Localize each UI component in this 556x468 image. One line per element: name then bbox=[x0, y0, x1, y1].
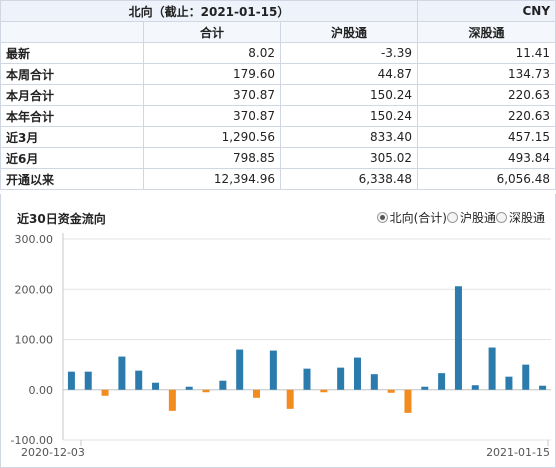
bar bbox=[152, 382, 160, 390]
row-value: 457.15 bbox=[417, 126, 556, 148]
bar bbox=[387, 389, 395, 393]
row-value: 134.73 bbox=[417, 63, 556, 85]
row-label: 本周合计 bbox=[0, 63, 144, 85]
row-value: 44.87 bbox=[279, 63, 419, 85]
bar bbox=[522, 364, 530, 390]
x-end-label: 2021-01-15 bbox=[486, 446, 550, 459]
column-header-shenzhen: 深股通 bbox=[417, 21, 556, 43]
chart-legend: 北向(合计) 沪股通 深股通 bbox=[376, 209, 545, 226]
bar bbox=[370, 374, 378, 390]
row-value: 1,290.56 bbox=[143, 126, 281, 148]
bar bbox=[67, 371, 75, 390]
bar bbox=[101, 389, 109, 396]
summary-row: 近3月 1,290.56 833.40 457.15 bbox=[0, 126, 556, 148]
summary-row: 本月合计 370.87 150.24 220.63 bbox=[0, 84, 556, 106]
row-label: 最新 bbox=[0, 42, 144, 64]
bar bbox=[404, 389, 412, 413]
row-value: 150.24 bbox=[279, 105, 419, 127]
row-value: 12,394.96 bbox=[143, 168, 281, 190]
summary-caption: 北向（截止：2021-01-15） bbox=[0, 0, 419, 22]
y-tick-label: 200.00 bbox=[15, 283, 54, 296]
row-value: 370.87 bbox=[143, 84, 281, 106]
row-value: 833.40 bbox=[279, 126, 419, 148]
summary-row: 最新 8.02 -3.39 11.41 bbox=[0, 42, 556, 64]
bar bbox=[471, 385, 479, 390]
column-header-shanghai: 沪股通 bbox=[279, 21, 419, 43]
row-value: 370.87 bbox=[143, 105, 281, 127]
summary-table: 北向（截止：2021-01-15） CNY 合计 沪股通 深股通 最新 8.02-… bbox=[0, 0, 556, 190]
row-value: 179.60 bbox=[143, 63, 281, 85]
bar bbox=[337, 367, 345, 390]
bar bbox=[320, 389, 328, 393]
row-label: 近6月 bbox=[0, 147, 144, 169]
legend-label: 沪股通 bbox=[459, 211, 496, 225]
bar bbox=[488, 347, 496, 390]
legend-label: 深股通 bbox=[508, 211, 545, 225]
bar bbox=[353, 357, 361, 390]
chart-title: 近30日资金流向 bbox=[17, 212, 106, 226]
row-value: 8.02 bbox=[143, 42, 281, 64]
row-value: 305.02 bbox=[279, 147, 419, 169]
bar bbox=[202, 389, 210, 393]
summary-row: 本周合计 179.60 44.87 134.73 bbox=[0, 63, 556, 85]
row-value: 6,056.48 bbox=[417, 168, 556, 190]
column-header-row: 合计 沪股通 深股通 bbox=[0, 21, 556, 43]
currency-unit: CNY bbox=[417, 0, 556, 22]
bar bbox=[421, 386, 429, 390]
summary-row: 开通以来 12,394.96 6,338.48 6,056.48 bbox=[0, 168, 556, 190]
y-tick-label: 100.00 bbox=[15, 334, 54, 347]
legend-option-shanghai[interactable]: 沪股通 bbox=[446, 209, 496, 226]
y-tick-label: 0.00 bbox=[29, 384, 54, 397]
y-tick-label: -100.00 bbox=[11, 434, 53, 447]
legend-option-total[interactable]: 北向(合计) bbox=[376, 209, 447, 226]
bar bbox=[253, 389, 261, 398]
radio-icon[interactable] bbox=[495, 212, 507, 223]
bar bbox=[185, 386, 193, 390]
summary-row: 近6月 798.85 305.02 493.84 bbox=[0, 147, 556, 169]
bar bbox=[269, 350, 277, 390]
row-value: 798.85 bbox=[143, 147, 281, 169]
bar bbox=[539, 385, 547, 390]
bar bbox=[438, 373, 446, 390]
row-value: 493.84 bbox=[417, 147, 556, 169]
row-label: 本年合计 bbox=[0, 105, 144, 127]
row-label: 开通以来 bbox=[0, 168, 144, 190]
legend-label: 北向(合计) bbox=[389, 211, 447, 225]
bar bbox=[505, 376, 513, 390]
bar bbox=[219, 380, 227, 390]
row-value: 220.63 bbox=[417, 105, 556, 127]
bar bbox=[236, 349, 244, 390]
row-value: 11.41 bbox=[417, 42, 556, 64]
radio-icon-checked[interactable] bbox=[376, 212, 388, 223]
bar bbox=[118, 356, 126, 390]
chart-panel: 近30日资金流向 北向(合计) 沪股通 深股通 300.00 200.00 100.… bbox=[0, 194, 556, 468]
row-label: 近3月 bbox=[0, 126, 144, 148]
bar bbox=[454, 286, 462, 390]
row-value: 150.24 bbox=[279, 84, 419, 106]
summary-panel: 北向（截止：2021-01-15） CNY 合计 沪股通 深股通 最新 8.02-… bbox=[0, 0, 556, 190]
summary-row: 本年合计 370.87 150.24 220.63 bbox=[0, 105, 556, 127]
bar bbox=[135, 370, 143, 390]
row-value: 6,338.48 bbox=[279, 168, 419, 190]
bar bbox=[84, 371, 92, 390]
bar bbox=[286, 389, 294, 409]
row-value: -3.39 bbox=[279, 42, 419, 64]
column-header-blank bbox=[0, 21, 144, 43]
bar bbox=[168, 389, 176, 411]
row-value: 220.63 bbox=[417, 84, 556, 106]
y-tick-label: 300.00 bbox=[15, 233, 54, 246]
column-header-total: 合计 bbox=[143, 21, 281, 43]
x-start-label: 2020-12-03 bbox=[21, 446, 85, 459]
radio-icon[interactable] bbox=[446, 212, 458, 223]
bar bbox=[303, 368, 311, 390]
summary-title-row: 北向（截止：2021-01-15） CNY bbox=[0, 0, 556, 22]
legend-option-shenzhen[interactable]: 深股通 bbox=[495, 209, 545, 226]
row-label: 本月合计 bbox=[0, 84, 144, 106]
